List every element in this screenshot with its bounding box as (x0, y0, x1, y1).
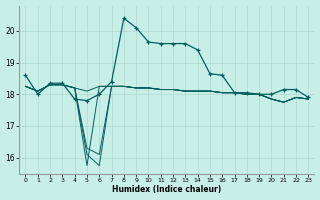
X-axis label: Humidex (Indice chaleur): Humidex (Indice chaleur) (112, 185, 221, 194)
